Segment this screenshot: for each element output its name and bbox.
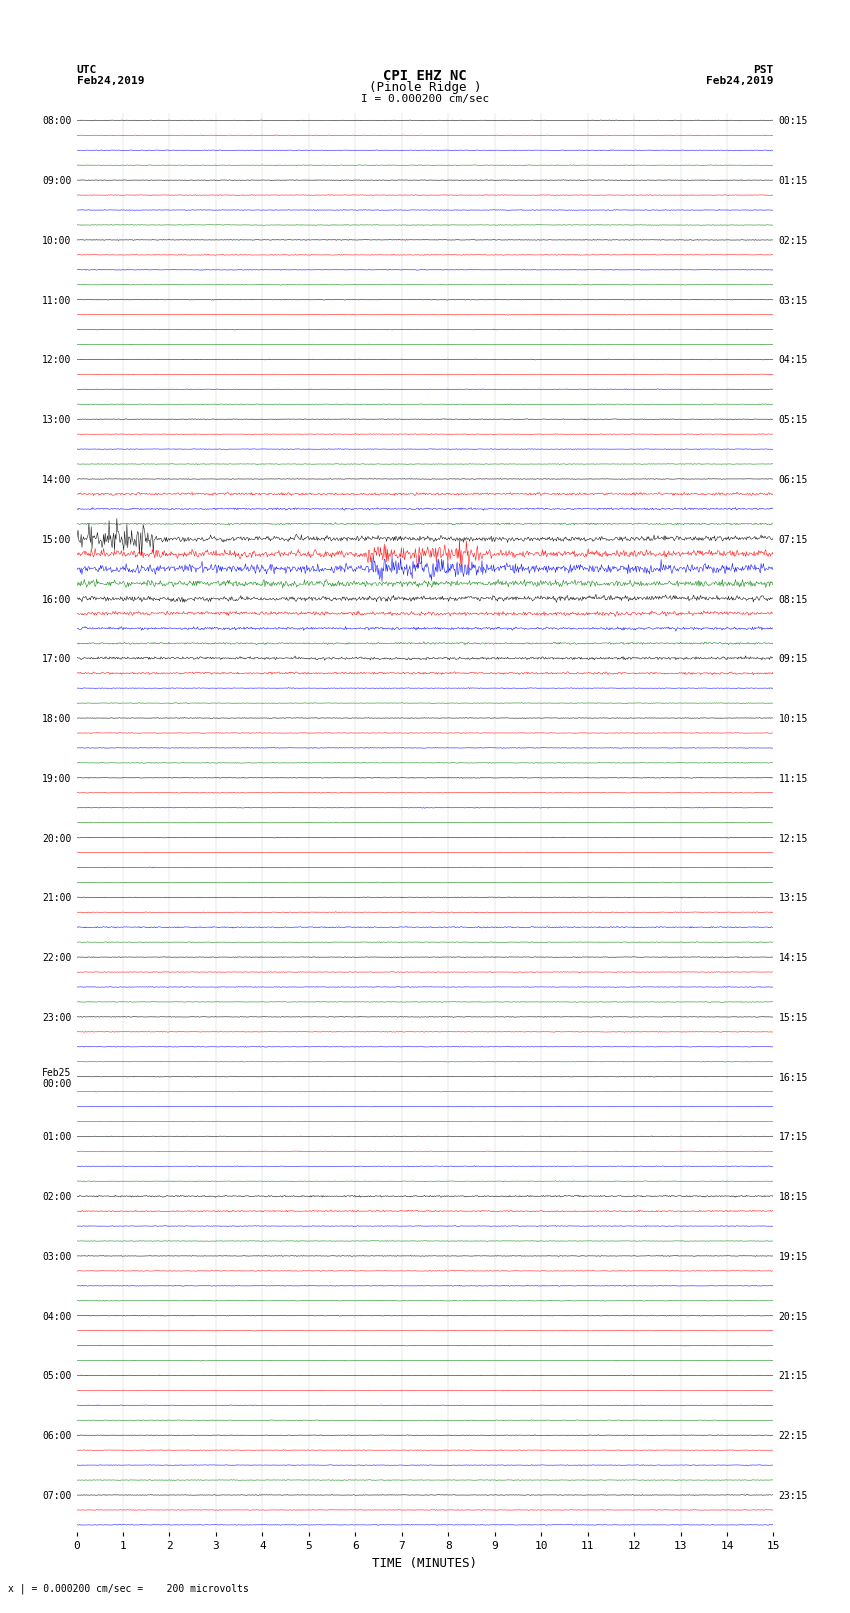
Text: (Pinole Ridge ): (Pinole Ridge ) [369,81,481,94]
Text: x | = 0.000200 cm/sec =    200 microvolts: x | = 0.000200 cm/sec = 200 microvolts [8,1582,249,1594]
X-axis label: TIME (MINUTES): TIME (MINUTES) [372,1557,478,1569]
Text: UTC: UTC [76,65,97,74]
Text: Feb24,2019: Feb24,2019 [76,76,144,85]
Text: CPI EHZ NC: CPI EHZ NC [383,69,467,84]
Text: I = 0.000200 cm/sec: I = 0.000200 cm/sec [361,94,489,103]
Text: PST: PST [753,65,774,74]
Text: Feb24,2019: Feb24,2019 [706,76,774,85]
